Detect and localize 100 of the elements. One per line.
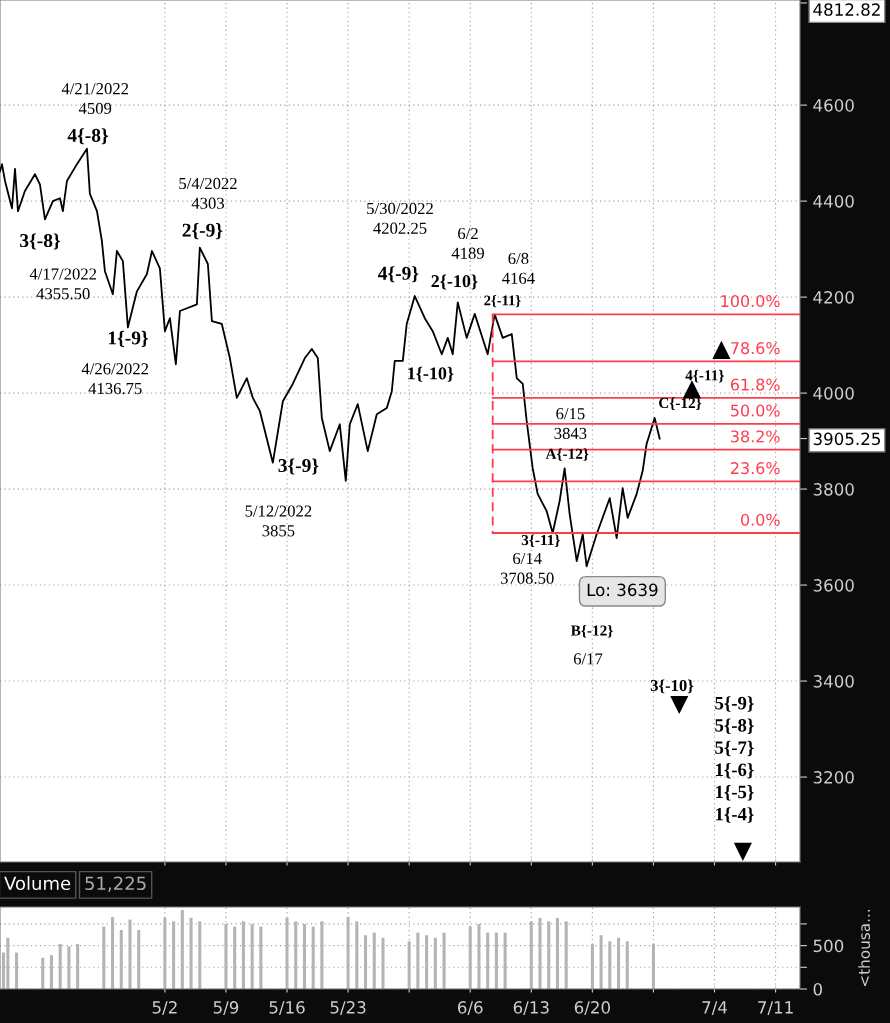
- annotation: 3{-9}: [278, 458, 319, 475]
- annotation: 6/17: [573, 653, 603, 665]
- x-tick-label: 6/6: [457, 1001, 483, 1016]
- annotation: B{-12}: [570, 624, 613, 638]
- series-label: 61.8%: [730, 378, 780, 391]
- line-series: [0, 147, 661, 568]
- bar: [128, 919, 132, 989]
- annotation: 5/12/2022 3855: [245, 505, 312, 537]
- bar: [407, 941, 411, 989]
- chart-title: Volume: [4, 876, 71, 891]
- bar: [58, 943, 62, 989]
- annotation: A{-12}: [545, 448, 589, 461]
- x-tick-label: 5/16: [269, 1001, 305, 1016]
- annotation: 6/14 3708.50: [500, 552, 554, 584]
- x-tick-label: 5/2: [152, 1001, 177, 1016]
- y-tick-label: 500: [813, 939, 844, 953]
- bar: [163, 917, 167, 989]
- bar: [111, 916, 115, 989]
- annotation: Lo: 3639: [587, 583, 658, 597]
- bar: [233, 926, 237, 989]
- annotation: 6/15 3843: [554, 408, 587, 440]
- bar: [241, 921, 245, 989]
- bar: [67, 946, 71, 989]
- bar: [302, 923, 306, 989]
- bar: [538, 917, 542, 989]
- annotation: 5/4/2022 4303: [179, 177, 237, 209]
- bar: [294, 921, 298, 989]
- bar: [555, 917, 559, 989]
- bar: [346, 916, 350, 989]
- y-tick-label: 0: [813, 982, 822, 996]
- bar: [599, 935, 603, 989]
- bar: [494, 932, 498, 989]
- bar: [102, 926, 106, 989]
- bar: [172, 921, 176, 989]
- annotation: 6/2 4189: [451, 227, 484, 259]
- bar: [355, 921, 359, 989]
- series-label: 50.0%: [731, 404, 780, 417]
- bar: [617, 937, 621, 989]
- annotation: 2{-11}: [484, 295, 521, 308]
- bar: [442, 932, 446, 989]
- y2-axis-title: <thousa...: [858, 909, 871, 987]
- series-label: 100.0%: [721, 295, 780, 308]
- annotation: 2{-10}: [431, 274, 478, 290]
- annotation: 1{-9}: [108, 330, 148, 347]
- y-tick-label: 3800: [813, 483, 854, 496]
- x-tick-label: 6/20: [574, 1001, 610, 1016]
- bar: [625, 941, 629, 989]
- bar: [416, 932, 420, 989]
- series-label: 23.6%: [730, 462, 780, 475]
- annotation: 1{-10}: [408, 366, 454, 382]
- y-tick-label: 3200: [813, 771, 854, 784]
- bar: [285, 917, 289, 989]
- series-label: 78.6%: [731, 342, 780, 355]
- annotation: 4/26/2022 4136.75: [81, 363, 149, 395]
- y-tick-label: 3905.25: [813, 432, 880, 446]
- bar: [119, 929, 123, 989]
- bar: [381, 937, 385, 989]
- y-tick-label: 3600: [813, 579, 854, 592]
- bar: [503, 932, 507, 989]
- x-tick-label: 7/4: [702, 1001, 727, 1016]
- bar: [198, 921, 202, 989]
- bar: [15, 952, 19, 989]
- bar: [49, 955, 53, 989]
- bar: [372, 932, 376, 989]
- annotation: C{-12}: [659, 397, 702, 410]
- bar: [224, 923, 228, 989]
- annotation: 5{-9} 5{-8} 5{-7} 1{-6} 1{-5} 1{-4}: [715, 696, 754, 823]
- bar: [590, 943, 594, 989]
- annotation: 5/30/2022 4202.25: [367, 202, 433, 234]
- annotation: 4/21/2022 4509: [61, 83, 129, 115]
- annotation: 2{-9}: [182, 223, 223, 240]
- annotation: 3{-10}: [650, 679, 694, 694]
- bar: [320, 921, 324, 989]
- bar: [564, 921, 568, 989]
- y-tick-label: 4812.82: [813, 3, 880, 16]
- bar: [529, 921, 533, 989]
- x-tick-label: 7/11: [758, 1001, 793, 1016]
- annotation: 3{-11}: [521, 534, 560, 548]
- y-tick-label: 4200: [813, 291, 854, 304]
- x-tick-label: 6/13: [513, 1001, 549, 1016]
- y-tick-label: 4400: [813, 195, 854, 208]
- bar: [608, 941, 612, 989]
- chart-subtitle: 51,225: [85, 876, 146, 892]
- bar: [180, 910, 184, 989]
- series-label: 38.2%: [731, 430, 780, 443]
- bar: [433, 937, 437, 989]
- x-tick-label: 5/23: [330, 1001, 366, 1016]
- bar: [486, 932, 490, 989]
- y-tick-label: 4600: [813, 99, 854, 112]
- annotation: 6/8 4164: [502, 252, 535, 284]
- bar: [137, 929, 141, 989]
- bar: [651, 943, 655, 989]
- annotation: 4/17/2022 4355.50: [29, 268, 97, 300]
- annotation: 3{-8}: [20, 233, 60, 250]
- y-tick-label: 4000: [813, 387, 854, 400]
- x-tick-label: 5/9: [213, 1001, 239, 1016]
- annotation: 4{-9}: [378, 266, 419, 283]
- bar: [76, 943, 80, 989]
- bar: [41, 957, 45, 989]
- bar: [250, 923, 254, 989]
